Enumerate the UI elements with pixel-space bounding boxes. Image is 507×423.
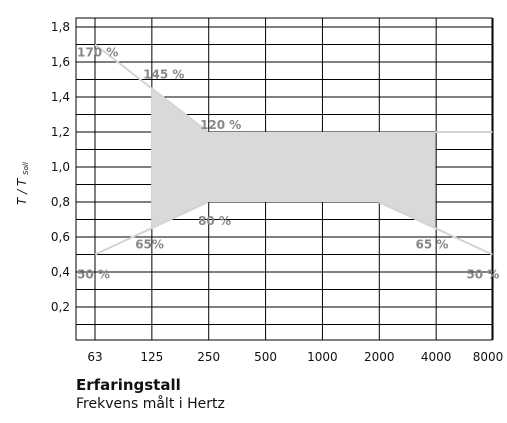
- x-tick-labels: 63 125 250 500 1000 2000 4000 8000: [87, 350, 503, 364]
- y-tick-label: 0,2: [51, 300, 70, 314]
- x-tick-label: 1000: [307, 350, 338, 364]
- annotation-label: 65%: [135, 237, 164, 251]
- annotation-label: 120 %: [200, 118, 241, 132]
- plot-frame: [75, 17, 493, 341]
- tolerance-band: [151, 88, 436, 229]
- annotations: 170 % 145 % 120 % 80 % 65% 65 % 50 % 50 %: [77, 46, 499, 282]
- annotation-label: 170 %: [77, 46, 118, 60]
- annotation-label: 65 %: [416, 237, 449, 251]
- x-tick-label: 63: [87, 350, 102, 364]
- y-tick-label: 1,6: [51, 55, 70, 69]
- y-axis-label-sub: Soll: [22, 162, 30, 175]
- y-tick-label: 1,0: [51, 160, 70, 174]
- chart-title: Erfaringstall: [76, 376, 181, 394]
- y-axis-label: T / T Soll: [15, 162, 30, 205]
- x-tick-label: 500: [254, 350, 277, 364]
- guide-line-upper-left: [94, 43, 209, 133]
- y-axis-label-main: T / T: [15, 177, 29, 205]
- x-tick-label: 4000: [421, 350, 452, 364]
- chart-svg: 170 %145 %120 %80 %65% 65 %50 % 50 % 1,81,…: [15, 17, 503, 364]
- annotation-label: 80 %: [198, 214, 231, 228]
- chart-subtitle: Frekvens målt i Hertz: [76, 396, 225, 412]
- y-tick-label: 1,2: [51, 125, 70, 139]
- x-tick-label: 125: [140, 350, 163, 364]
- grid: [75, 17, 494, 341]
- annotation-label: 145 %: [143, 67, 184, 81]
- y-tick-label: 1,8: [51, 20, 70, 34]
- y-tick-labels: 1,8 1,6 1,4 1,2 1,0 0,8 0,6 0,4 0,2: [51, 20, 70, 314]
- guide-line-lower-left: [94, 201, 209, 256]
- guide-lines: [94, 43, 493, 256]
- annotation-label: 50 %: [77, 268, 110, 282]
- y-tick-label: 1,4: [51, 90, 70, 104]
- y-tick-label: 0,8: [51, 195, 70, 209]
- y-tick-label: 0,4: [51, 265, 70, 279]
- y-tick-label: 0,6: [51, 230, 70, 244]
- x-tick-label: 2000: [364, 350, 395, 364]
- annotation-label: 50 %: [466, 268, 499, 282]
- band-area: [151, 88, 436, 229]
- x-tick-label: 8000: [473, 350, 504, 364]
- x-tick-label: 250: [197, 350, 220, 364]
- guide-line-lower-right: [378, 201, 493, 256]
